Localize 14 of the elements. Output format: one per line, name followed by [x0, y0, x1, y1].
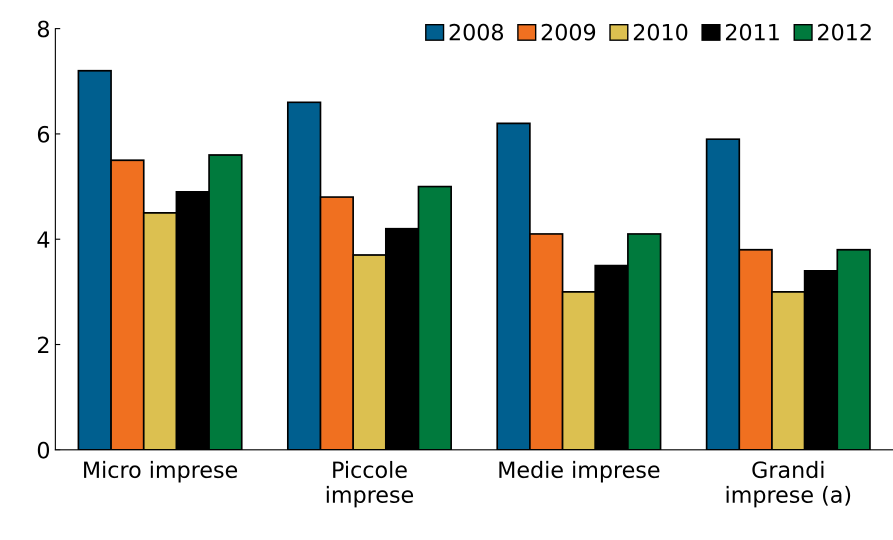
x-tick-label: Medie imprese	[499, 460, 660, 482]
y-tick-label: 8	[38, 20, 49, 38]
x-tick-label: Grandi imprese (a)	[726, 460, 850, 508]
legend-label: 2009	[542, 24, 596, 41]
y-tick-label: 4	[37, 231, 50, 248]
legend-label: 2008	[450, 24, 504, 41]
legend-label: 2011	[726, 24, 779, 41]
y-tick-label: 0	[38, 442, 50, 459]
x-tick-label: Piccole imprese	[326, 460, 414, 508]
x-tick-label: Micro imprese	[84, 460, 238, 482]
y-tick-label: 6	[38, 126, 50, 143]
y-tick-label: 2	[38, 336, 48, 353]
legend-label: 2012	[818, 24, 871, 41]
legend-label: 2010	[634, 24, 688, 41]
